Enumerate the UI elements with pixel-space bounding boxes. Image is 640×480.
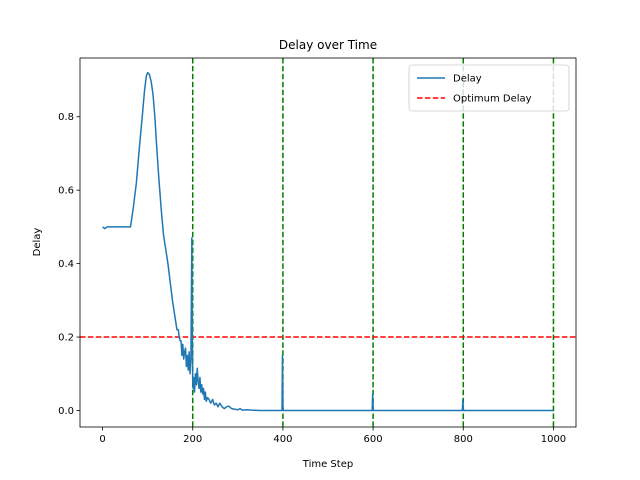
legend-label: Delay bbox=[453, 74, 482, 85]
x-tick-label: 200 bbox=[183, 434, 202, 445]
y-tick-label: 0.4 bbox=[58, 259, 74, 270]
y-tick-label: 0.8 bbox=[58, 112, 74, 123]
series-layer bbox=[102, 71, 554, 412]
x-tick-label: 400 bbox=[273, 434, 292, 445]
y-axis-label: Delay bbox=[32, 228, 43, 257]
plot-frame bbox=[79, 57, 577, 428]
legend-box bbox=[408, 64, 570, 112]
x-axis-label: Time Step bbox=[302, 459, 353, 470]
y-tick-label: 0.2 bbox=[58, 333, 74, 344]
legend-label: Optimum Delay bbox=[453, 94, 532, 105]
y-axis: 0.0 0.2 0.4 0.6 0.8 bbox=[58, 112, 80, 417]
chart-title: Delay over Time bbox=[279, 38, 377, 52]
x-tick-label: 600 bbox=[364, 434, 383, 445]
series-line-delay bbox=[102, 71, 554, 412]
x-axis: 0 200 400 600 800 1000 bbox=[99, 427, 566, 445]
legend: Delay Optimum Delay bbox=[408, 64, 570, 112]
x-tick-label: 0 bbox=[99, 434, 105, 445]
x-tick-label: 800 bbox=[454, 434, 473, 445]
y-tick-label: 0.6 bbox=[58, 186, 74, 197]
x-tick-label: 1000 bbox=[541, 434, 566, 445]
vlines-layer bbox=[191, 58, 555, 427]
y-tick-label: 0.0 bbox=[58, 406, 74, 417]
